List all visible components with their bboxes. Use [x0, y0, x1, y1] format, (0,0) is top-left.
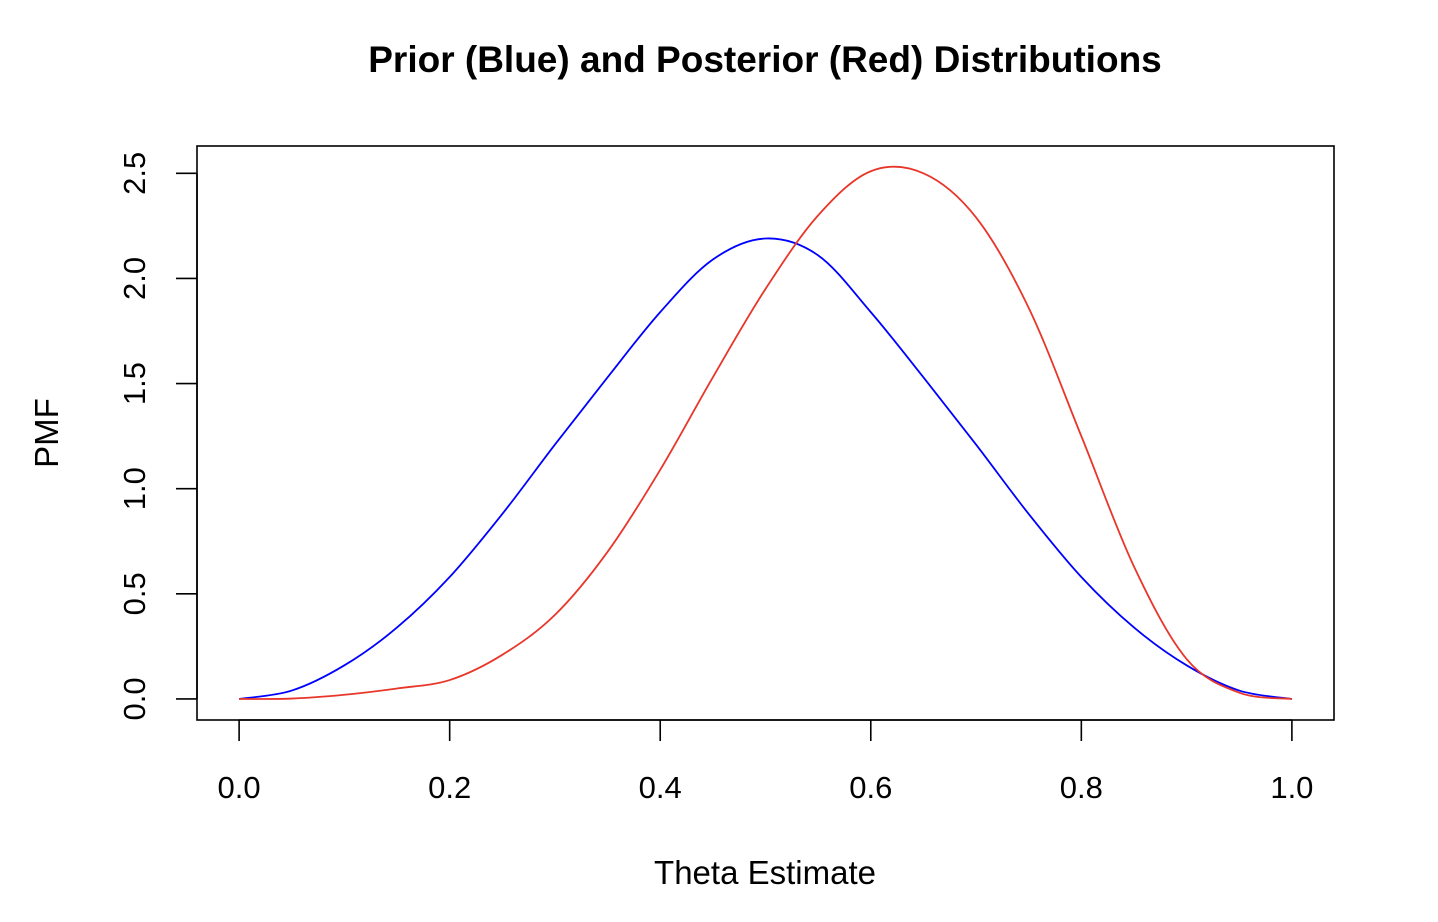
posterior-curve: [239, 165, 1292, 700]
y-axis: 0.0 0.5 1.0 1.5 2.0 2.5: [117, 152, 198, 721]
y-tick-label: 0.0: [117, 677, 152, 720]
x-tick-label: 1.0: [1270, 770, 1313, 805]
y-axis-label: PMF: [28, 398, 65, 468]
plot-area-frame: [196, 145, 1335, 721]
prior-curve: [238, 237, 1293, 700]
x-tick-label: 0.4: [639, 770, 682, 805]
y-tick-label: 2.5: [117, 152, 152, 195]
x-tick-label: 0.6: [849, 770, 892, 805]
x-tick-label: 0.2: [428, 770, 471, 805]
x-tick-label: 0.0: [218, 770, 261, 805]
y-tick-label: 0.5: [117, 572, 152, 615]
x-tick-label: 0.8: [1060, 770, 1103, 805]
y-tick-label: 2.0: [117, 257, 152, 300]
series-layer: [238, 165, 1293, 700]
chart-title: Prior (Blue) and Posterior (Red) Distrib…: [368, 39, 1162, 80]
x-axis-label: Theta Estimate: [654, 854, 876, 891]
y-tick-label: 1.5: [117, 362, 152, 405]
y-tick-label: 1.0: [117, 467, 152, 510]
x-axis: 0.0 0.2 0.4 0.6 0.8 1.0: [218, 719, 1313, 805]
